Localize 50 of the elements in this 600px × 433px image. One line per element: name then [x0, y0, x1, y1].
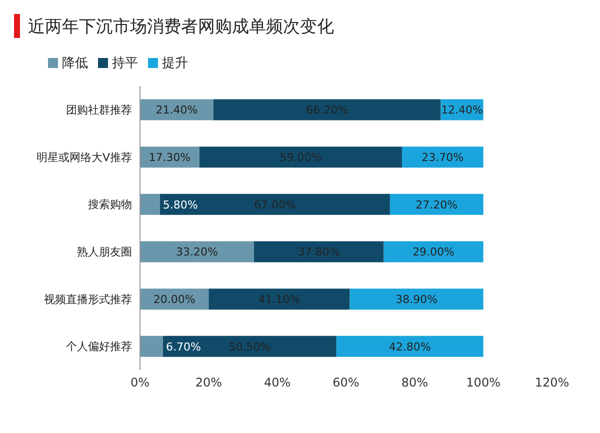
data-label: 20.00%	[153, 292, 196, 306]
y-tick-label: 搜索购物	[88, 198, 132, 212]
data-label: 38.90%	[396, 292, 438, 306]
bar	[402, 146, 484, 168]
bar	[336, 336, 484, 357]
bar	[384, 241, 484, 262]
bar	[140, 194, 160, 215]
data-label: 21.40%	[156, 104, 198, 117]
bar	[254, 241, 384, 262]
x-tick-label: 100%	[466, 376, 500, 390]
data-label: 5.80%	[162, 198, 198, 212]
bar	[213, 99, 441, 120]
legend-label: 持平	[112, 56, 138, 71]
data-label: 42.80%	[388, 340, 431, 354]
x-tick-label: 20%	[195, 376, 222, 390]
data-label: 66.20%	[306, 104, 348, 117]
data-label: 17.30%	[148, 150, 191, 164]
bar	[163, 336, 336, 357]
bar	[390, 194, 484, 215]
legend-label: 提升	[162, 56, 188, 71]
data-label: 37.80%	[298, 246, 340, 259]
data-label: 50.50%	[228, 340, 271, 354]
data-label: 23.70%	[422, 150, 464, 164]
bar	[208, 288, 350, 310]
data-label: 67.00%	[254, 198, 296, 212]
data-label: 12.40%	[441, 104, 484, 117]
x-tick-label: 60%	[332, 376, 360, 390]
bar	[160, 194, 390, 215]
data-label: 27.20%	[416, 198, 458, 212]
data-label: 41.10%	[258, 292, 300, 306]
data-label: 6.70%	[166, 340, 201, 354]
bar	[199, 146, 402, 168]
y-tick-label: 视频直播形式推荐	[44, 292, 132, 306]
bar	[140, 99, 214, 120]
bar	[350, 288, 484, 310]
x-tick-label: 0%	[130, 376, 150, 390]
x-tick-label: 40%	[264, 376, 291, 390]
legend-label: 降低	[62, 56, 88, 71]
x-tick-label: 120%	[534, 376, 570, 390]
chart-title: 近两年下沉市场消费者网购成单频次变化	[28, 16, 334, 38]
data-label: 29.00%	[412, 246, 455, 259]
bar	[140, 241, 254, 262]
bar	[140, 336, 164, 357]
y-tick-label: 团购社群推荐	[66, 104, 132, 117]
data-label: 33.20%	[176, 246, 218, 259]
y-tick-label: 明星或网络大V推荐	[36, 150, 132, 164]
y-tick-label: 个人偏好推荐	[66, 340, 132, 354]
y-tick-label: 熟人朋友圈	[77, 246, 132, 259]
x-tick-label: 80%	[401, 376, 428, 390]
data-label: 59.00%	[280, 150, 322, 164]
